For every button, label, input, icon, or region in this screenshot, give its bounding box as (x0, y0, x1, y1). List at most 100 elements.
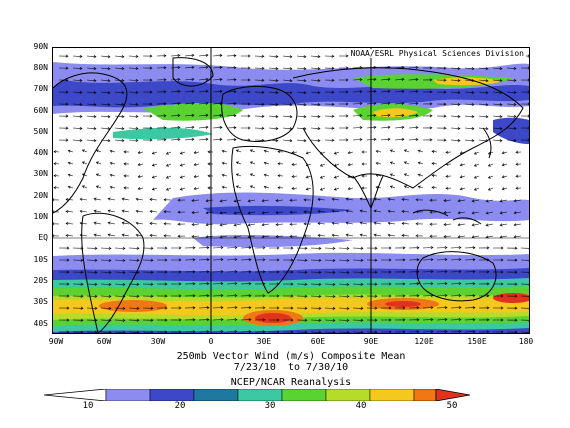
wind-arrow (352, 138, 363, 142)
wind-arrow (142, 294, 154, 298)
wind-arrow (352, 258, 364, 262)
wind-arrow (493, 318, 504, 322)
wind-arrow (310, 78, 321, 83)
wind-arrow (289, 222, 298, 226)
wind-arrow (86, 306, 98, 310)
wind-arrow (58, 270, 70, 274)
wind-arrow (485, 211, 494, 215)
wind-arrow (198, 53, 209, 57)
wind-arrow (515, 186, 522, 190)
wind-arrow (422, 114, 433, 118)
wind-arrow (389, 161, 396, 165)
wind-arrow (212, 125, 223, 129)
wind-arrow (506, 90, 517, 94)
wind-arrow (247, 199, 256, 203)
wind-arrow (221, 173, 228, 177)
wind-arrow (170, 258, 182, 262)
wind-arrow (268, 318, 280, 322)
wind-arrow (254, 78, 265, 82)
wind-arrow (219, 235, 228, 239)
wind-arrow (72, 138, 83, 142)
wind-arrow (352, 114, 363, 118)
wind-arrow (282, 282, 294, 286)
wind-arrow (450, 102, 461, 106)
wind-arrow (464, 103, 475, 107)
wind-arrow (375, 149, 382, 153)
wind-arrow (235, 149, 242, 153)
wind-arrow (359, 221, 368, 225)
wind-arrow (268, 306, 280, 310)
wind-arrow (429, 222, 438, 226)
wind-arrow (114, 55, 125, 59)
wind-arrow (296, 330, 308, 333)
wind-arrow (156, 126, 167, 130)
wind-arrow (513, 235, 522, 239)
wind-arrow (268, 55, 279, 59)
wind-arrow (478, 306, 490, 310)
wind-arrow (415, 222, 424, 226)
wind-arrow (121, 221, 130, 225)
wind-arrow (241, 126, 251, 130)
wind-arrow (268, 294, 280, 298)
wind-arrow (303, 210, 312, 214)
wind-arrow (506, 138, 517, 142)
lat-label: 30N (33, 169, 48, 178)
wind-arrow (226, 282, 238, 286)
asia-coast (292, 67, 524, 189)
wind-arrow (296, 246, 308, 250)
wind-arrow (380, 101, 391, 105)
wind-arrow (137, 186, 144, 191)
wind-arrow (338, 294, 350, 298)
wind-arrow (324, 282, 336, 286)
wind-arrow (492, 103, 503, 107)
colorbar (44, 389, 470, 401)
wind-arrow (422, 138, 433, 142)
wind-arrow (520, 270, 529, 274)
wind-arrow (478, 115, 489, 119)
wind-arrow (282, 258, 294, 262)
wind-arrow (268, 115, 279, 119)
wind-arrow (226, 54, 237, 58)
wind-arrow (114, 127, 125, 131)
wind-arrow (359, 233, 368, 237)
wind-arrow (520, 90, 529, 94)
wind-arrow (205, 235, 214, 239)
wind-arrow (58, 246, 70, 250)
wind-arrow (493, 330, 504, 333)
wind-arrow (240, 306, 252, 310)
wind-arrow (156, 318, 168, 322)
wind-arrow (303, 222, 312, 226)
wind-arrow (86, 103, 97, 107)
wind-arrow (114, 270, 126, 274)
wind-arrow (184, 53, 195, 57)
wind-arrow (520, 294, 529, 298)
lat-label: 70N (33, 84, 48, 93)
lat-label: 40S (33, 319, 48, 328)
wind-arrow (422, 306, 434, 310)
colorbar-tick: 40 (355, 401, 367, 411)
wind-arrow (72, 90, 83, 94)
wind-arrow (401, 233, 410, 238)
wind-arrow (198, 125, 209, 129)
wind-arrow (240, 318, 252, 322)
wind-arrow (114, 258, 126, 262)
wind-arrow (58, 294, 70, 298)
wind-arrow (319, 151, 326, 155)
wind-arrow (198, 65, 209, 69)
wind-arrow (324, 54, 335, 58)
wind-arrow (366, 113, 377, 117)
wind-arrow (366, 282, 378, 286)
wind-arrow (107, 233, 116, 237)
wind-arrow (184, 306, 196, 310)
wind-arrow (381, 258, 392, 262)
wind-arrow (277, 150, 284, 154)
wind-arrow (268, 127, 279, 131)
wind-arrow (352, 306, 364, 310)
wind-arrow (289, 210, 298, 214)
wind-arrow (261, 211, 270, 215)
wind-arrow (417, 185, 424, 189)
wind-arrow (506, 282, 518, 286)
wind-arrow (184, 125, 195, 129)
wind-arrow (520, 246, 529, 250)
wind-arrow (352, 78, 363, 82)
